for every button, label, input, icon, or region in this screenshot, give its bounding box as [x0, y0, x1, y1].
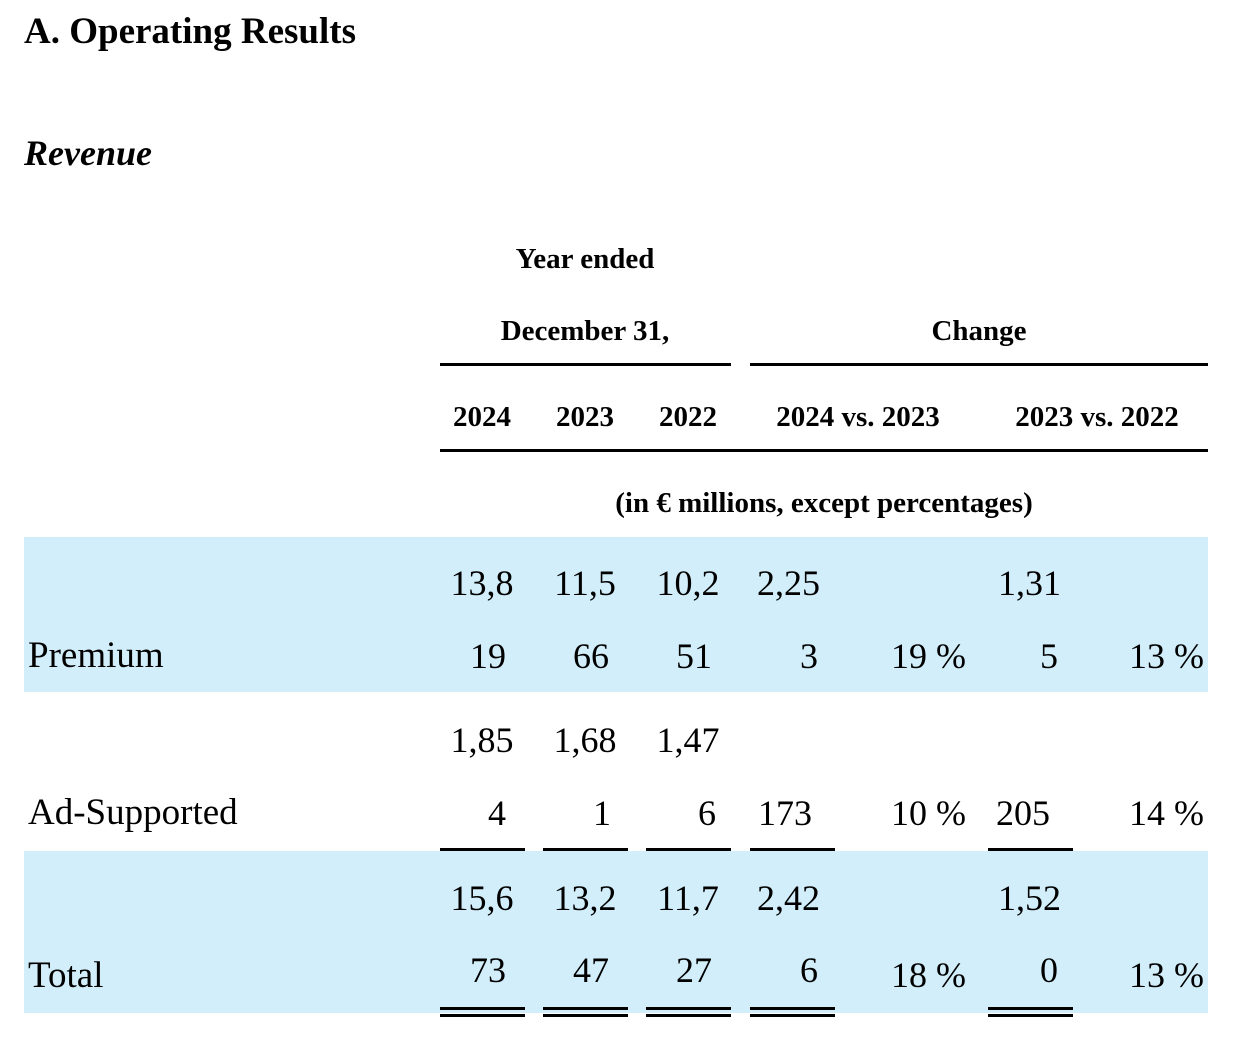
ad-supported-change-2024: 173: [758, 793, 812, 833]
col-header-2023: 2023: [556, 401, 614, 433]
total-change-2024-line2: 6: [800, 950, 818, 990]
total-2024-line2: 73: [470, 950, 506, 990]
total-change-2023-line1: 1,52: [998, 878, 1061, 918]
total-2023-line2: 47: [573, 950, 609, 990]
subtotal-rule-change-2024: [750, 848, 835, 851]
total-double-rule-2023: [543, 1007, 628, 1017]
total-2022-line2: 27: [676, 950, 712, 990]
premium-2022-line2: 51: [676, 636, 712, 676]
ad-supported-2023-line2: 1: [593, 793, 611, 833]
premium-pct-2024: 19 %: [891, 636, 966, 676]
header-year-ended: Year ended: [515, 243, 655, 275]
total-change-2023-line2: 0: [1040, 950, 1058, 990]
total-pct-2023: 13 %: [1129, 955, 1204, 995]
header-rule-years: [440, 363, 731, 366]
premium-change-2023-line2: 5: [1040, 636, 1058, 676]
total-pct-2024: 18 %: [891, 955, 966, 995]
total-2023-line1: 13,2: [553, 878, 617, 918]
ad-supported-2022-line2: 6: [698, 793, 716, 833]
subtotal-rule-change-2023: [988, 848, 1073, 851]
header-rule-change: [750, 363, 1208, 366]
subtotal-rule-2024: [440, 848, 525, 851]
premium-change-2024-line1: 2,25: [757, 563, 820, 603]
premium-change-2023-line1: 1,31: [998, 563, 1061, 603]
premium-2023-line1: 11,5: [554, 563, 616, 603]
row-band-premium: [24, 537, 1208, 692]
header-december: December 31,: [500, 315, 670, 347]
premium-2023-line2: 66: [573, 636, 609, 676]
ad-supported-2023-line1: 1,68: [553, 720, 617, 760]
premium-pct-2023: 13 %: [1129, 636, 1204, 676]
subtotal-rule-2022: [646, 848, 731, 851]
col-header-2023-vs-2022: 2023 vs. 2022: [1015, 401, 1179, 433]
ad-supported-pct-2023: 14 %: [1129, 793, 1204, 833]
ad-supported-2024-line1: 1,85: [450, 720, 514, 760]
section-title: A. Operating Results: [24, 11, 356, 52]
col-header-2024-vs-2023: 2024 vs. 2023: [776, 401, 940, 433]
premium-2024-line2: 19: [470, 636, 506, 676]
row-label-premium: Premium: [28, 635, 164, 676]
premium-change-2024-line2: 3: [800, 636, 818, 676]
header-rule-bottom: [440, 449, 1208, 452]
total-double-rule-2024: [440, 1007, 525, 1017]
header-change: Change: [931, 315, 1027, 347]
subtotal-rule-2023: [543, 848, 628, 851]
units-note: (in € millions, except percentages): [615, 487, 1033, 519]
col-header-2024: 2024: [453, 401, 511, 433]
total-double-rule-2022: [646, 1007, 731, 1017]
total-2024-line1: 15,6: [450, 878, 514, 918]
row-label-ad-supported: Ad-Supported: [28, 792, 238, 833]
col-header-2022: 2022: [659, 401, 717, 433]
premium-2024-line1: 13,8: [450, 563, 514, 603]
total-2022-line1: 11,7: [657, 878, 719, 918]
premium-2022-line1: 10,2: [656, 563, 720, 603]
subsection-title: Revenue: [24, 133, 152, 173]
row-label-total: Total: [28, 955, 104, 996]
total-double-rule-change-2024: [750, 1007, 835, 1017]
ad-supported-2024-line2: 4: [488, 793, 506, 833]
row-band-total: [24, 851, 1208, 1013]
ad-supported-change-2023: 205: [996, 793, 1050, 833]
total-double-rule-change-2023: [988, 1007, 1073, 1017]
total-change-2024-line1: 2,42: [757, 878, 820, 918]
ad-supported-pct-2024: 10 %: [891, 793, 966, 833]
ad-supported-2022-line1: 1,47: [656, 720, 720, 760]
